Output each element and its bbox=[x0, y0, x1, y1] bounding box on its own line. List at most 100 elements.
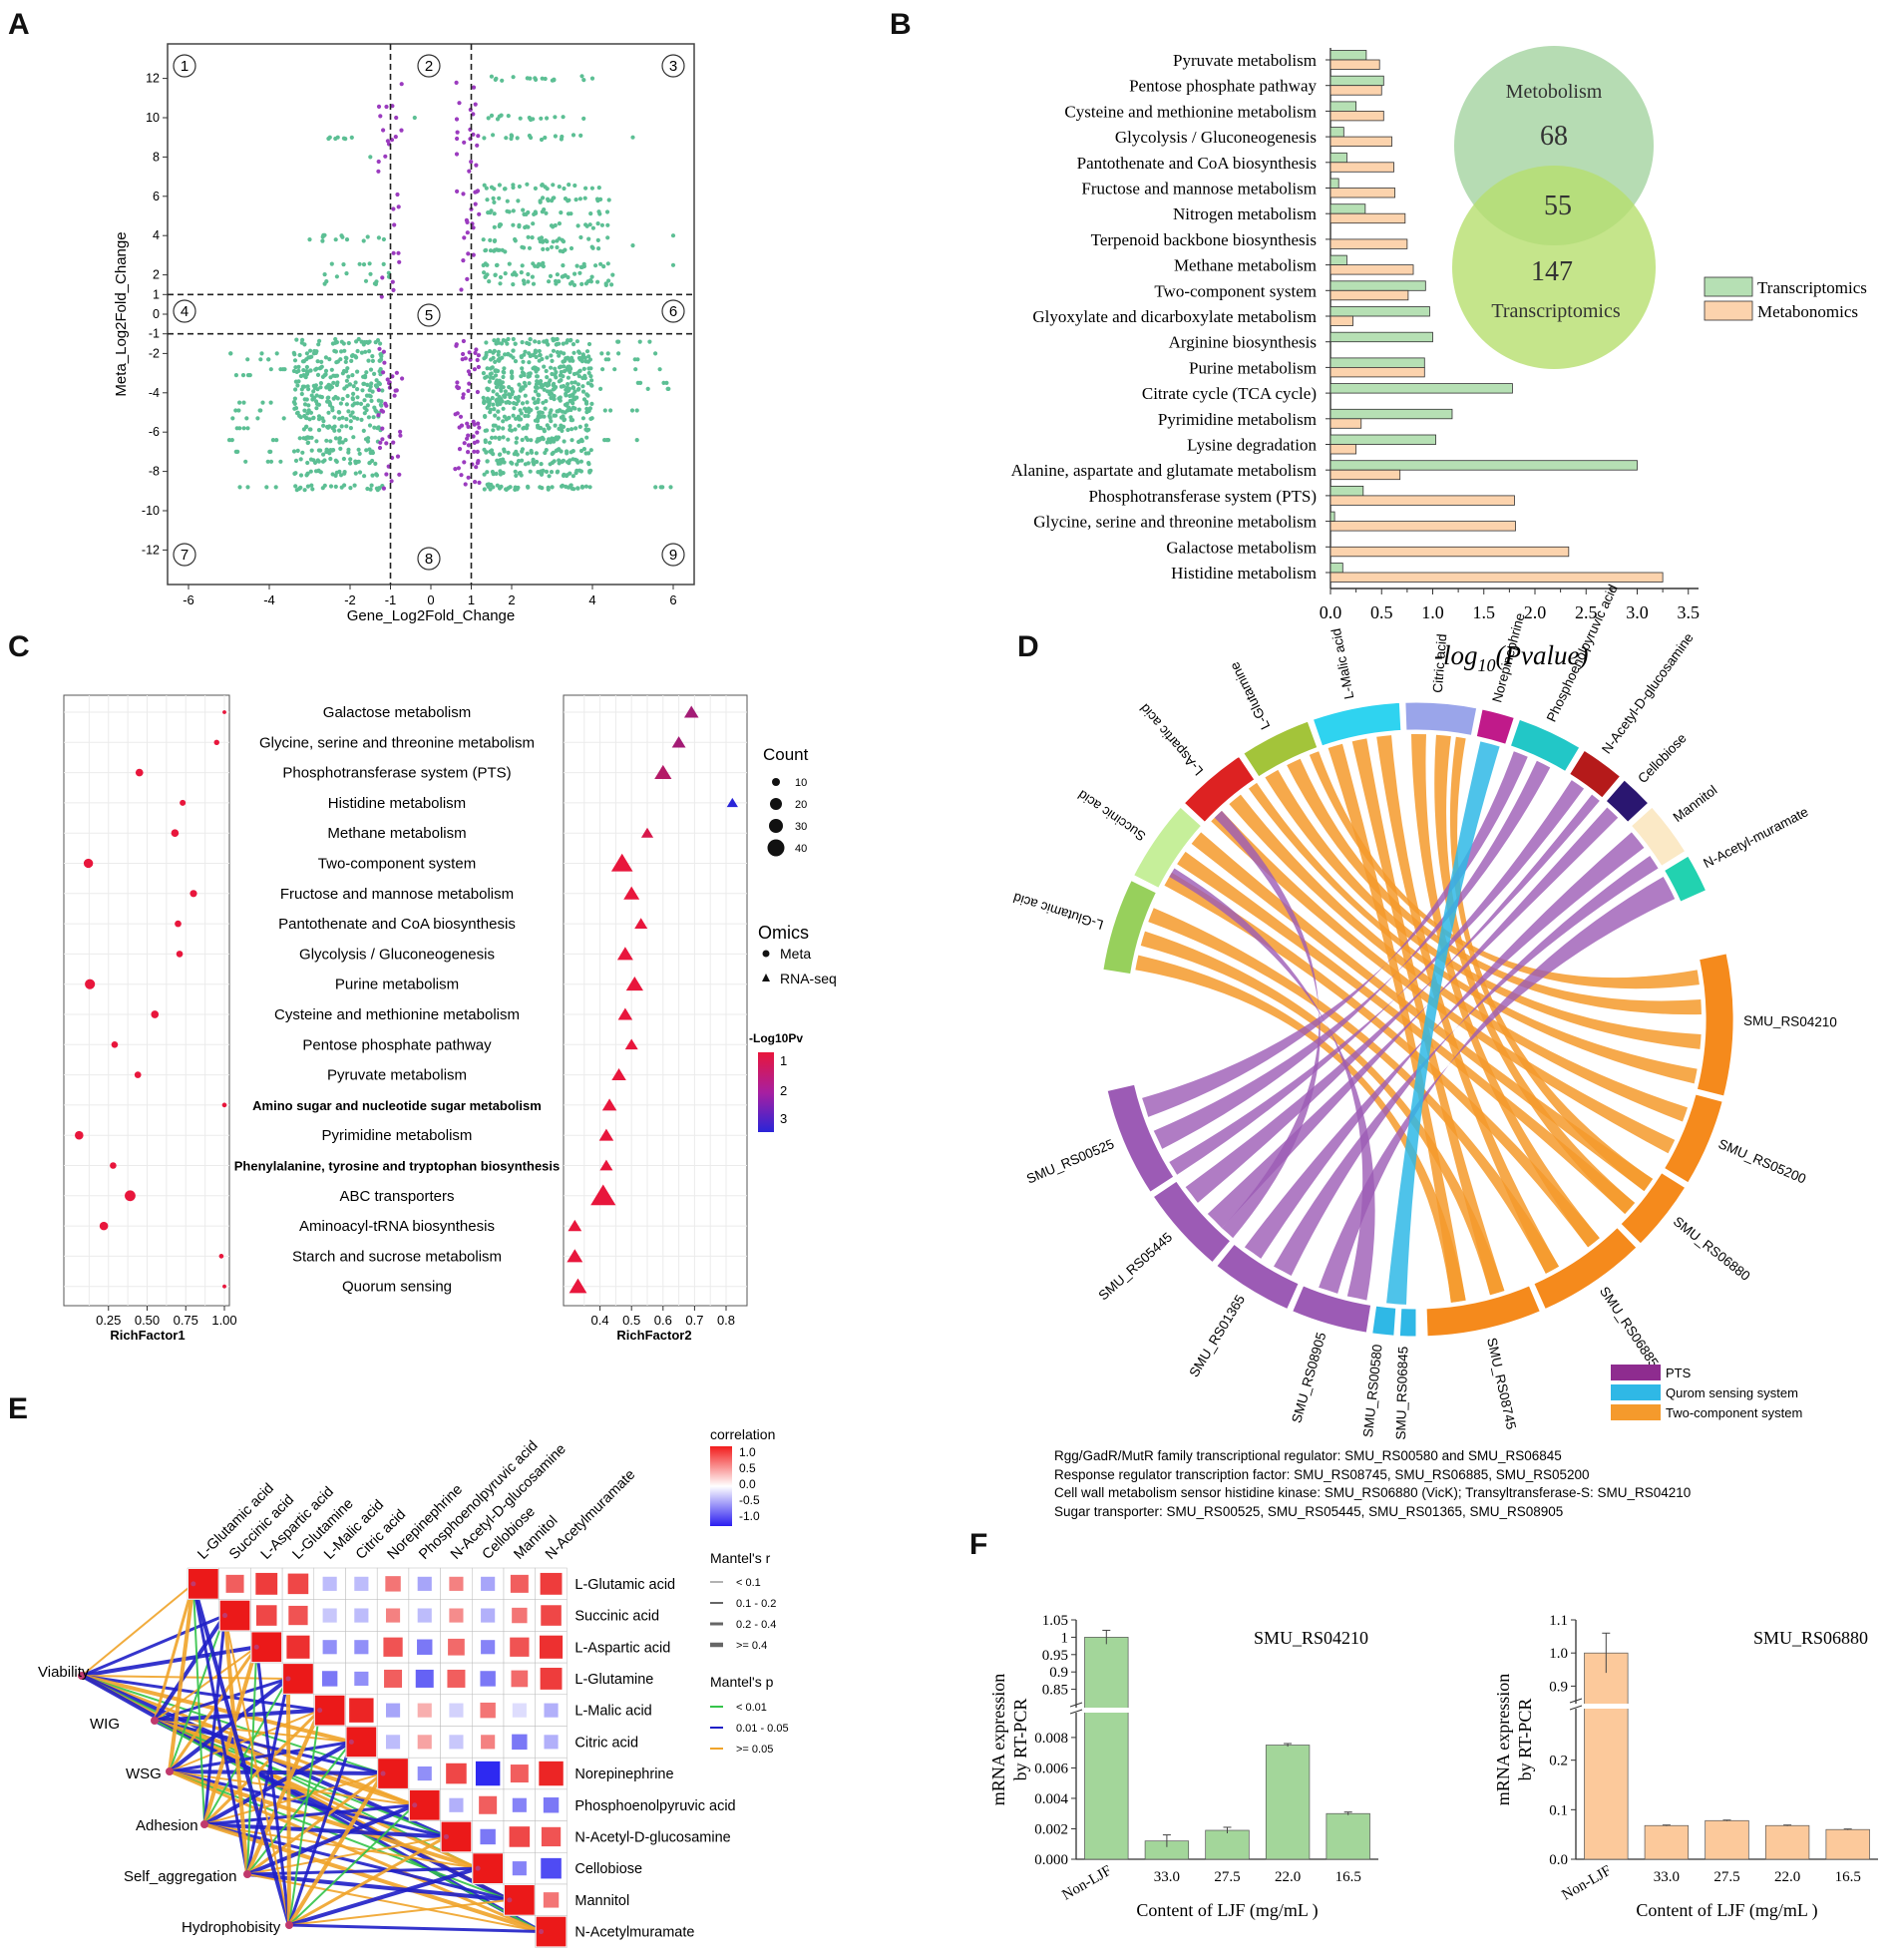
scatter-point bbox=[537, 348, 542, 354]
scatter-point bbox=[543, 450, 548, 456]
scatter-point bbox=[301, 359, 306, 364]
scatter-point bbox=[308, 469, 313, 474]
scatter-point bbox=[462, 460, 467, 465]
quadrant-label: 1 bbox=[181, 58, 189, 75]
panel-f: F 1.0510.950.90.850.0080.0060.0040.0020.… bbox=[969, 1528, 1878, 1921]
b-category-label: Glycolysis / Gluconeogenesis bbox=[1115, 128, 1317, 147]
scatter-point bbox=[491, 196, 496, 200]
scatter-point bbox=[380, 437, 385, 442]
scatter-point bbox=[462, 441, 467, 446]
scatter-point bbox=[485, 272, 490, 277]
scatter-point bbox=[257, 408, 262, 413]
quadrant-circle bbox=[417, 303, 441, 327]
scatter-point bbox=[562, 439, 567, 444]
scatter-point bbox=[586, 408, 591, 413]
c-pathway-label: Two-component system bbox=[318, 856, 476, 873]
heat-cell bbox=[449, 1797, 464, 1812]
scatter-point bbox=[513, 427, 518, 432]
y-tick-label: 4 bbox=[153, 228, 160, 242]
mantel-edge bbox=[81, 1583, 194, 1677]
scatter-point bbox=[487, 379, 492, 384]
scatter-point bbox=[351, 435, 356, 440]
scatter-point bbox=[496, 349, 501, 354]
scatter-point bbox=[483, 355, 488, 360]
mantel-edge bbox=[246, 1802, 416, 1876]
scatter-point bbox=[569, 380, 574, 385]
scatter-point bbox=[546, 197, 551, 203]
scatter-point bbox=[245, 357, 250, 362]
scatter-point bbox=[575, 460, 580, 465]
scatter-point bbox=[394, 115, 399, 121]
b-category-label: Cysteine and methionine metabolism bbox=[1064, 102, 1317, 121]
f-y-tick-label: 0.85 bbox=[1042, 1683, 1068, 1699]
scatter-point bbox=[584, 428, 589, 433]
scatter-point bbox=[566, 355, 570, 360]
scatter-point bbox=[533, 186, 539, 191]
scatter-point bbox=[569, 450, 573, 455]
scatter-point bbox=[488, 366, 493, 371]
scatter-point bbox=[552, 393, 557, 399]
x-tick-label: -2 bbox=[344, 592, 356, 607]
b-category-label: Alanine, aspartate and glutamate metabol… bbox=[1011, 461, 1317, 480]
scatter-point bbox=[511, 336, 516, 342]
scatter-point bbox=[453, 467, 458, 472]
scatter-point bbox=[606, 278, 611, 283]
mantel-edge bbox=[288, 1804, 416, 1926]
c-x1-tick-label: 0.50 bbox=[135, 1313, 160, 1328]
mantel-edge bbox=[288, 1710, 321, 1926]
scatter-point bbox=[367, 423, 373, 428]
scatter-point bbox=[569, 438, 574, 443]
scatter-point bbox=[484, 186, 489, 191]
scatter-point bbox=[485, 405, 490, 410]
heat-cell bbox=[449, 1576, 464, 1591]
scatter-point bbox=[572, 183, 577, 189]
scatter-point bbox=[582, 355, 587, 360]
omics-rnaseq: RNA-seq bbox=[780, 971, 837, 986]
scatter-point bbox=[327, 135, 332, 140]
meta-dot bbox=[99, 1221, 109, 1231]
chord-ribbon bbox=[1185, 794, 1600, 1203]
scatter-point bbox=[538, 199, 543, 204]
scatter-point bbox=[471, 419, 476, 424]
scatter-point bbox=[616, 339, 621, 344]
scatter-point bbox=[399, 82, 404, 87]
scatter-point bbox=[323, 368, 329, 373]
scatter-point bbox=[588, 279, 594, 284]
heat-cell bbox=[322, 1576, 337, 1591]
scatter-point bbox=[526, 271, 531, 277]
scatter-point bbox=[545, 116, 550, 121]
bar-transcriptomics bbox=[1329, 50, 1367, 61]
scatter-point bbox=[530, 235, 535, 240]
scatter-point bbox=[341, 262, 346, 267]
y-tick-label: -1 bbox=[149, 327, 160, 341]
scatter-point bbox=[514, 486, 520, 491]
scatter-point bbox=[606, 197, 611, 202]
rnaseq-triangle bbox=[640, 827, 654, 838]
chord-arcs bbox=[1102, 701, 1734, 1338]
scatter-point bbox=[296, 379, 301, 384]
scatter-point bbox=[524, 224, 530, 229]
scatter-point bbox=[299, 391, 304, 397]
mantel-p-1: < 0.01 bbox=[736, 1702, 767, 1714]
scatter-point bbox=[560, 274, 565, 279]
heat-cell bbox=[510, 1637, 530, 1657]
rnaseq-triangle bbox=[611, 1068, 626, 1081]
scatter-point bbox=[587, 222, 592, 227]
scatter-point bbox=[474, 163, 479, 168]
scatter-point bbox=[550, 485, 555, 490]
gene-arc bbox=[1696, 953, 1734, 1097]
scatter-point bbox=[561, 239, 567, 244]
scatter-point bbox=[312, 460, 318, 465]
scatter-point bbox=[668, 485, 673, 490]
bar-transcriptomics bbox=[1329, 254, 1347, 266]
scatter-point bbox=[488, 237, 493, 242]
scatter-point bbox=[396, 204, 401, 209]
heat-cell bbox=[354, 1671, 369, 1687]
scatter-point bbox=[377, 445, 383, 451]
scatter-point bbox=[597, 211, 602, 216]
f-y-tick-label: 0.9 bbox=[1549, 1679, 1568, 1695]
scatter-point bbox=[522, 372, 527, 378]
richfactor2-label: RichFactor2 bbox=[616, 1328, 691, 1343]
scatter-point bbox=[524, 211, 529, 216]
